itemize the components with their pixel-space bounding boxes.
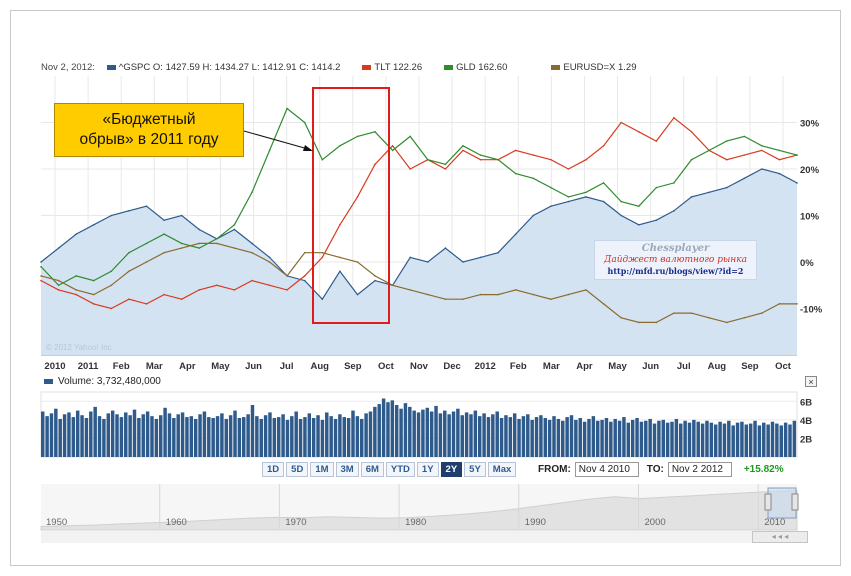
range-button-3m[interactable]: 3M	[335, 462, 359, 477]
watermark-title: Chessplayer	[641, 243, 710, 254]
annotation-box: «Бюджетный обрыв» в 2011 году	[54, 103, 244, 157]
legend-date: Nov 2, 2012:	[41, 61, 95, 73]
volume-close-button[interactable]: ×	[805, 376, 817, 387]
annotation-line-1: «Бюджетный	[102, 111, 196, 128]
from-label: FROM:	[538, 464, 571, 475]
from-date-input[interactable]: Nov 4 2010	[574, 462, 639, 477]
to-date-input[interactable]: Nov 2 2012	[667, 462, 732, 477]
range-button-2y[interactable]: 2Y	[440, 462, 463, 477]
range-button-5y[interactable]: 5Y	[464, 462, 486, 477]
navigator-scrollbar[interactable]: ◂ ◂ ◂	[752, 531, 808, 543]
annotation-line-2: обрыв» в 2011 году	[79, 131, 219, 148]
chart-frame	[10, 10, 841, 566]
legend-gld: GLD 162.60	[456, 61, 508, 73]
watermark-subtitle: Дайджест валютного рынка	[604, 255, 747, 265]
gld-swatch	[444, 64, 454, 70]
range-button-1y[interactable]: 1Y	[416, 462, 439, 477]
range-selector: 1D 5D 1M 3M 6M YTD 1Y 2Y 5Y Max	[262, 462, 517, 477]
range-button-ytd[interactable]: YTD	[385, 462, 415, 477]
date-range: FROM: Nov 4 2010 TO: Nov 2 2012 +15.82%	[538, 462, 784, 477]
range-button-1d[interactable]: 1D	[262, 462, 285, 477]
to-label: TO:	[646, 464, 664, 475]
eur-swatch	[551, 64, 561, 70]
gspc-swatch	[106, 64, 116, 70]
percent-change: +15.82%	[743, 464, 784, 475]
watermark-url: http://mfd.ru/blogs/view/?id=2	[607, 266, 744, 276]
range-button-6m[interactable]: 6M	[360, 462, 384, 477]
legend-eurusd: EURUSD=X 1.29	[563, 61, 637, 73]
range-button-5d[interactable]: 5D	[286, 462, 309, 477]
tlt-swatch	[362, 64, 372, 70]
volume-swatch	[44, 379, 53, 384]
legend-tlt: TLT 122.26	[374, 61, 423, 73]
legend-gspc: ^GSPC O: 1427.59 H: 1434.27 L: 1412.91 C…	[118, 61, 341, 73]
volume-label: Volume: 3,732,480,000	[58, 376, 161, 387]
range-button-max[interactable]: Max	[487, 462, 517, 477]
range-button-1m[interactable]: 1M	[310, 462, 334, 477]
chart-legend: Nov 2, 2012: ^GSPC O: 1427.59 H: 1434.27…	[41, 58, 797, 77]
volume-legend: Volume: 3,732,480,000	[44, 376, 161, 387]
watermark: Chessplayer Дайджест валютного рынка htt…	[594, 240, 757, 280]
